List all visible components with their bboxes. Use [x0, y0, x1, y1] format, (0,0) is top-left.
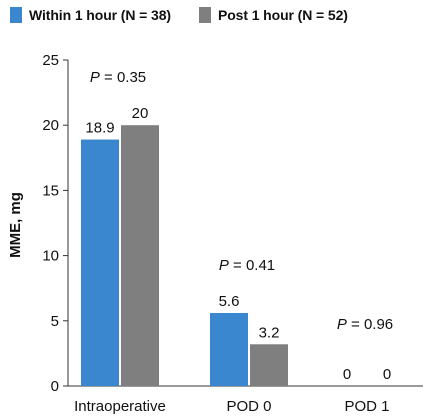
bar-post-1-hour [250, 344, 288, 386]
p-value-text: = 0.35 [100, 69, 146, 86]
x-tick-label: POD 1 [344, 398, 389, 415]
y-tick-label: 20 [42, 117, 59, 134]
bar-within-1-hour [81, 139, 119, 386]
legend-swatch-within-1-hour [10, 7, 22, 23]
y-tick-label: 10 [42, 248, 59, 265]
legend-item-post-1-hour: Post 1 hour (N = 52) [198, 7, 348, 23]
y-tick-label: 0 [51, 378, 59, 395]
p-value-annotation: P = 0.41 [219, 257, 275, 274]
y-axis-title: MME, mg [7, 192, 24, 258]
data-label: 3.2 [259, 324, 280, 341]
x-tick-label: POD 0 [226, 398, 271, 415]
y-tick-label: 5 [51, 313, 59, 330]
p-value-symbol: P [337, 316, 347, 333]
p-value-symbol: P [90, 69, 100, 86]
bar-post-1-hour [121, 125, 159, 386]
legend-label-within-1-hour: Within 1 hour (N = 38) [29, 7, 171, 23]
p-value-symbol: P [219, 257, 229, 274]
x-tick-label: Intraoperative [74, 398, 166, 415]
legend-label-post-1-hour: Post 1 hour (N = 52) [217, 7, 348, 23]
data-label: 0 [383, 366, 391, 383]
y-tick-label: 15 [42, 182, 59, 199]
bar-within-1-hour [210, 312, 248, 386]
y-tick-label: 25 [42, 52, 59, 69]
legend: Within 1 hour (N = 38) Post 1 hour (N = … [10, 4, 376, 26]
data-label: 18.9 [85, 120, 114, 137]
legend-item-within-1-hour: Within 1 hour (N = 38) [10, 7, 171, 23]
data-label: 5.6 [219, 293, 240, 310]
p-value-text: = 0.96 [347, 316, 393, 333]
p-value-text: = 0.41 [229, 257, 275, 274]
legend-swatch-post-1-hour [198, 7, 211, 23]
p-value-annotation: P = 0.35 [90, 69, 146, 86]
data-label: 0 [343, 366, 351, 383]
p-value-annotation: P = 0.96 [337, 316, 393, 333]
data-label: 20 [132, 105, 149, 122]
